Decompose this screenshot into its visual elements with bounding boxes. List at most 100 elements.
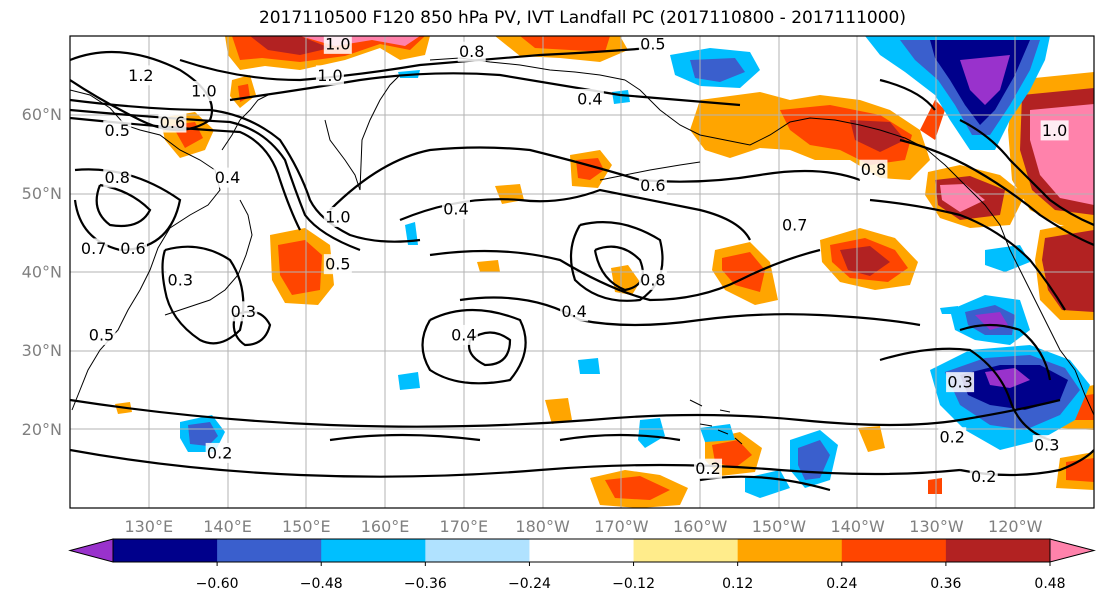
latitude-labels: 60°N 50°N 40°N 30°N 20°N <box>22 105 62 439</box>
contour-label: 0.2 <box>971 467 996 486</box>
contour-label: 0.2 <box>939 428 964 447</box>
lon-tick-label: 120°W <box>988 517 1043 536</box>
colorbar-extend-max <box>1049 538 1096 563</box>
lon-tick-label: 180°W <box>515 517 570 536</box>
colorbar-segment <box>737 539 843 562</box>
colorbar-tick-label: 0.48 <box>1034 576 1065 592</box>
contour-label: 0.8 <box>459 42 484 61</box>
contour-label-halo <box>323 36 352 54</box>
contour-label-halo <box>158 112 187 133</box>
contour-labels: 1.2 1.0 1.0 1.0 0.8 0.5 0.4 0.6 0.5 0.4 0.8 0.7 0.6 1… <box>79 34 1069 487</box>
colorbar-segment <box>945 539 1051 562</box>
contour-label: 1.0 <box>317 66 342 85</box>
lon-tick-label: 150°W <box>752 517 807 536</box>
lon-tick-label: 150°E <box>282 517 331 536</box>
contour-label-halo <box>969 466 998 487</box>
contour-label: 0.8 <box>640 270 665 289</box>
colorbar-tick-label: −0.48 <box>300 576 343 592</box>
map-frame <box>69 35 1095 509</box>
colorbar-tick-label: −0.12 <box>612 576 655 592</box>
lon-tick-label: 170°E <box>440 517 489 536</box>
contour-label-halo <box>938 427 967 448</box>
contour-label: 0.5 <box>325 255 350 274</box>
contour-label: 0.3 <box>947 373 972 392</box>
contour-label-halo <box>87 324 116 345</box>
contour-label: 0.6 <box>120 239 145 258</box>
colorbar-tick-label: 0.24 <box>826 576 857 592</box>
contour-label: 0.6 <box>640 176 665 195</box>
contour-label-halo <box>638 269 667 290</box>
contour-label-halo <box>79 238 108 259</box>
contour-label: 0.8 <box>105 168 130 187</box>
contour-label-halo <box>126 65 155 86</box>
contour-label: 0.5 <box>89 325 114 344</box>
contour-label-halo <box>449 324 478 345</box>
longitude-labels: 130°E 140°E 150°E 160°E 170°E 180°W 170°W 160°W… <box>124 517 1042 536</box>
contour-label-halo <box>323 206 352 227</box>
colorbar-segment <box>217 539 322 562</box>
contour-label-halo <box>103 120 132 141</box>
colorbar-tick-label: 0.36 <box>930 576 961 592</box>
contour-label: 0.4 <box>561 302 586 321</box>
contour-label: 0.8 <box>861 160 886 179</box>
contour-label-halo <box>119 238 148 259</box>
contour-label-halo <box>213 167 242 188</box>
lat-tick-label: 30°N <box>22 341 62 360</box>
map-field: 1.2 1.0 1.0 1.0 0.8 0.5 0.4 0.6 0.5 0.4 0.8 0.7 0.6 1… <box>70 34 1094 508</box>
contour-label-halo <box>1032 435 1061 456</box>
lat-tick-label: 60°N <box>22 105 62 124</box>
contour-label-halo <box>1040 120 1069 141</box>
colorbar-frame <box>112 538 1051 563</box>
contour-label-halo <box>205 442 234 463</box>
colorbar <box>68 538 1096 563</box>
lat-tick-label: 50°N <box>22 184 62 203</box>
colorbar-segment <box>633 539 739 562</box>
colorbar-segment <box>113 539 218 562</box>
contour-label: 1.0 <box>191 82 216 101</box>
colorbar-tick-label: −0.24 <box>508 576 551 592</box>
colorbar-tick-label: −0.60 <box>196 576 239 592</box>
contour-label: 0.5 <box>640 34 665 53</box>
positive-anomaly-shading <box>115 36 1094 508</box>
contour-label-halo <box>229 301 258 322</box>
lon-tick-label: 160°E <box>361 517 410 536</box>
contour-label: 1.0 <box>325 34 350 53</box>
contour-label-halo <box>575 88 604 109</box>
contour-label-halo <box>638 36 667 54</box>
contour-label-halo <box>323 254 352 275</box>
contour-label: 0.3 <box>1034 436 1059 455</box>
contour-label: 0.4 <box>215 168 240 187</box>
colorbar-tick-label: −0.36 <box>404 576 447 592</box>
contour-label: 0.4 <box>577 89 602 108</box>
contour-label-halo <box>441 199 470 220</box>
colorbar-tick-label: 0.12 <box>722 576 753 592</box>
contour-label-halo <box>859 159 888 180</box>
contour-label-halo <box>457 41 486 62</box>
lon-tick-label: 140°E <box>203 517 252 536</box>
colorbar-tick-labels: −0.60 −0.48 −0.36 −0.24 −0.12 0.12 0.24 0.36 0.4… <box>196 562 1066 592</box>
contour-label: 0.2 <box>207 443 232 462</box>
contour-label-halo <box>315 65 344 86</box>
contour-label: 0.5 <box>105 121 130 140</box>
contour-label: 0.4 <box>451 325 476 344</box>
contour-label-halo <box>189 81 218 102</box>
contour-label: 0.7 <box>782 215 807 234</box>
lon-tick-label: 140°W <box>831 517 886 536</box>
contour-label: 1.0 <box>1042 121 1067 140</box>
contour-label-halo <box>946 372 975 393</box>
lon-tick-label: 160°W <box>673 517 728 536</box>
contour-label-halo <box>638 175 667 196</box>
contour-label: 0.3 <box>231 302 256 321</box>
contour-label-halo <box>780 214 809 235</box>
lat-tick-label: 40°N <box>22 263 62 282</box>
contour-label-halo <box>103 167 132 188</box>
map-title: 2017110500 F120 850 hPa PV, IVT Landfall… <box>258 8 906 28</box>
contour-label-halo <box>166 269 195 290</box>
contour-label: 0.7 <box>81 239 106 258</box>
lat-tick-label: 20°N <box>22 420 62 439</box>
contour-label: 0.2 <box>695 459 720 478</box>
lon-tick-label: 130°W <box>909 517 964 536</box>
pv-contours <box>70 46 1094 492</box>
lon-tick-label: 170°W <box>594 517 649 536</box>
